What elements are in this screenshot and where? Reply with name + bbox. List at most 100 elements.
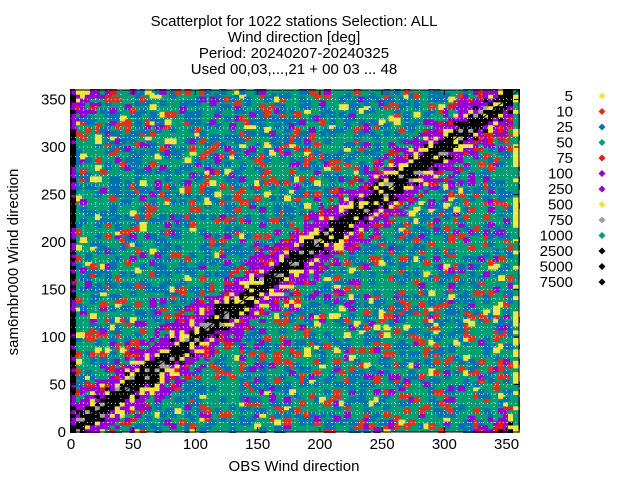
- density-cell: [254, 241, 262, 247]
- density-cell: [378, 172, 386, 179]
- density-cell: [348, 241, 356, 247]
- density-cell: [84, 427, 92, 433]
- density-cell: [249, 313, 257, 319]
- density-cell: [363, 301, 371, 308]
- density-cell: [80, 100, 87, 107]
- density-cell: [264, 275, 272, 281]
- density-cell: [368, 218, 376, 224]
- density-cell: [109, 305, 117, 312]
- density-cell: [423, 271, 431, 278]
- density-cell: [463, 104, 471, 110]
- density-cell: [443, 165, 451, 171]
- density-cell: [388, 195, 396, 202]
- density-cell: [80, 389, 87, 395]
- density-cell: [304, 146, 311, 152]
- density-cell: [368, 180, 376, 186]
- density-cell: [378, 100, 386, 107]
- density-cell: [373, 180, 381, 186]
- density-cell: [463, 290, 471, 297]
- density-cell: [418, 210, 426, 217]
- density-cell: [453, 370, 461, 376]
- density-cell: [259, 153, 267, 160]
- density-cell: [333, 282, 341, 289]
- density-cell: [109, 415, 117, 422]
- density-cell: [84, 404, 92, 411]
- density-cell: [269, 301, 277, 308]
- density-cell: [453, 317, 461, 323]
- density-cell: [388, 176, 396, 183]
- density-cell: [289, 271, 296, 278]
- density-cell: [338, 218, 346, 224]
- density-cell: [164, 153, 172, 160]
- density-cell: [323, 161, 331, 167]
- density-cell: [104, 279, 112, 285]
- density-cell: [269, 115, 277, 122]
- density-cell: [363, 165, 371, 171]
- density-cell: [279, 210, 287, 217]
- density-cell: [483, 104, 491, 110]
- density-cell: [84, 408, 92, 414]
- density-cell: [398, 161, 406, 167]
- density-cell: [70, 253, 76, 259]
- density-cell: [124, 355, 132, 361]
- density-cell: [458, 187, 466, 194]
- density-cell: [274, 290, 282, 297]
- density-cell: [109, 263, 117, 270]
- density-cell: [393, 104, 401, 110]
- density-cell: [418, 374, 426, 380]
- density-cell: [289, 134, 296, 141]
- density-cell: [318, 317, 326, 323]
- density-cell: [249, 256, 257, 262]
- density-cell: [219, 320, 227, 327]
- density-cell: [453, 328, 461, 335]
- density-cell: [428, 298, 436, 304]
- density-cell: [433, 229, 441, 236]
- density-cell: [129, 157, 137, 164]
- density-cell: [408, 187, 416, 194]
- density-cell: [488, 161, 496, 167]
- density-cell: [154, 370, 162, 376]
- density-cell: [134, 408, 142, 414]
- density-cell: [114, 184, 122, 190]
- density-cell: [219, 374, 227, 380]
- density-cell: [393, 176, 401, 183]
- density-cell: [269, 309, 277, 316]
- density-cell: [358, 172, 366, 179]
- density-cell: [299, 176, 306, 183]
- density-cell: [209, 351, 217, 357]
- density-cell: [174, 339, 182, 346]
- density-cell: [154, 92, 162, 99]
- density-cell: [284, 301, 291, 308]
- density-cell: [398, 244, 406, 251]
- density-cell: [114, 415, 122, 422]
- density-cell: [333, 389, 341, 395]
- density-cell: [149, 396, 157, 403]
- density-cell: [184, 374, 192, 380]
- density-cell: [169, 358, 177, 365]
- density-cell: [443, 396, 451, 403]
- density-cell: [244, 260, 252, 266]
- density-cell: [249, 351, 257, 357]
- density-cell: [119, 412, 127, 418]
- density-cell: [428, 385, 436, 392]
- density-cell: [323, 427, 331, 433]
- density-cell: [109, 138, 117, 145]
- density-cell: [513, 344, 520, 350]
- density-cell: [313, 225, 321, 232]
- density-cell: [513, 424, 520, 430]
- density-cell: [483, 100, 491, 107]
- density-cell: [199, 355, 207, 361]
- density-cell: [343, 203, 351, 209]
- density-cell: [194, 111, 202, 118]
- density-cell: [124, 260, 132, 266]
- density-cell: [214, 298, 222, 304]
- density-cell: [388, 187, 396, 194]
- density-cell: [513, 352, 520, 357]
- density-cell: [70, 188, 76, 194]
- density-cell: [493, 419, 501, 426]
- density-cell: [503, 328, 511, 335]
- density-cell: [443, 423, 451, 430]
- density-cell: [328, 130, 336, 137]
- density-cell: [219, 263, 227, 270]
- density-cell: [513, 348, 520, 354]
